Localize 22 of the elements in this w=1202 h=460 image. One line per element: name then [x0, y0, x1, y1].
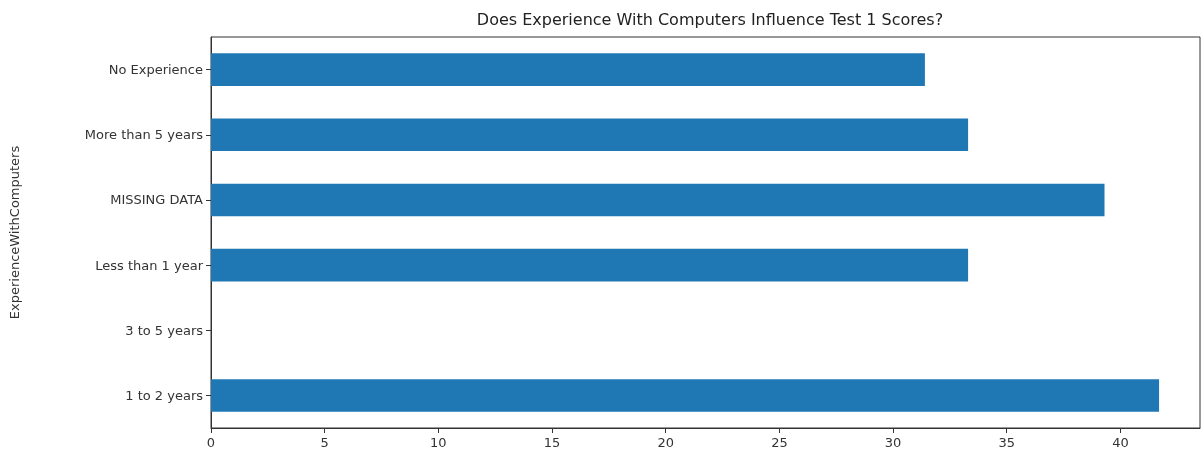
x-tick-label: 10	[430, 435, 447, 450]
x-tick-label: 30	[884, 435, 902, 450]
y-tick-label: MISSING DATA	[110, 192, 204, 208]
x-tick-label: 15	[543, 435, 561, 450]
x-tick-label: 0	[206, 435, 216, 450]
bar	[211, 248, 969, 282]
y-tick-label: Less than 1 year	[95, 257, 204, 273]
bar	[211, 379, 1160, 412]
bar	[211, 53, 925, 86]
x-tick-label: 20	[657, 435, 674, 450]
y-tick-label: 1 to 2 years	[125, 387, 204, 403]
x-tick-label: 35	[998, 435, 1016, 450]
x-tick-label: 25	[771, 435, 788, 450]
x-tick-label: 5	[320, 435, 329, 450]
x-tick-label: 40	[1112, 435, 1129, 450]
chart-title: Does Experience With Computers Influence Test 1 Scores?	[476, 9, 944, 29]
bar	[211, 183, 1105, 217]
y-tick-label: More than 5 years	[84, 127, 204, 143]
y-axis-title: ExperienceWithComputers	[7, 145, 22, 320]
y-tick-label: No Experience	[108, 62, 203, 78]
bar	[211, 118, 969, 152]
y-tick-label: 3 to 5 years	[125, 322, 204, 338]
